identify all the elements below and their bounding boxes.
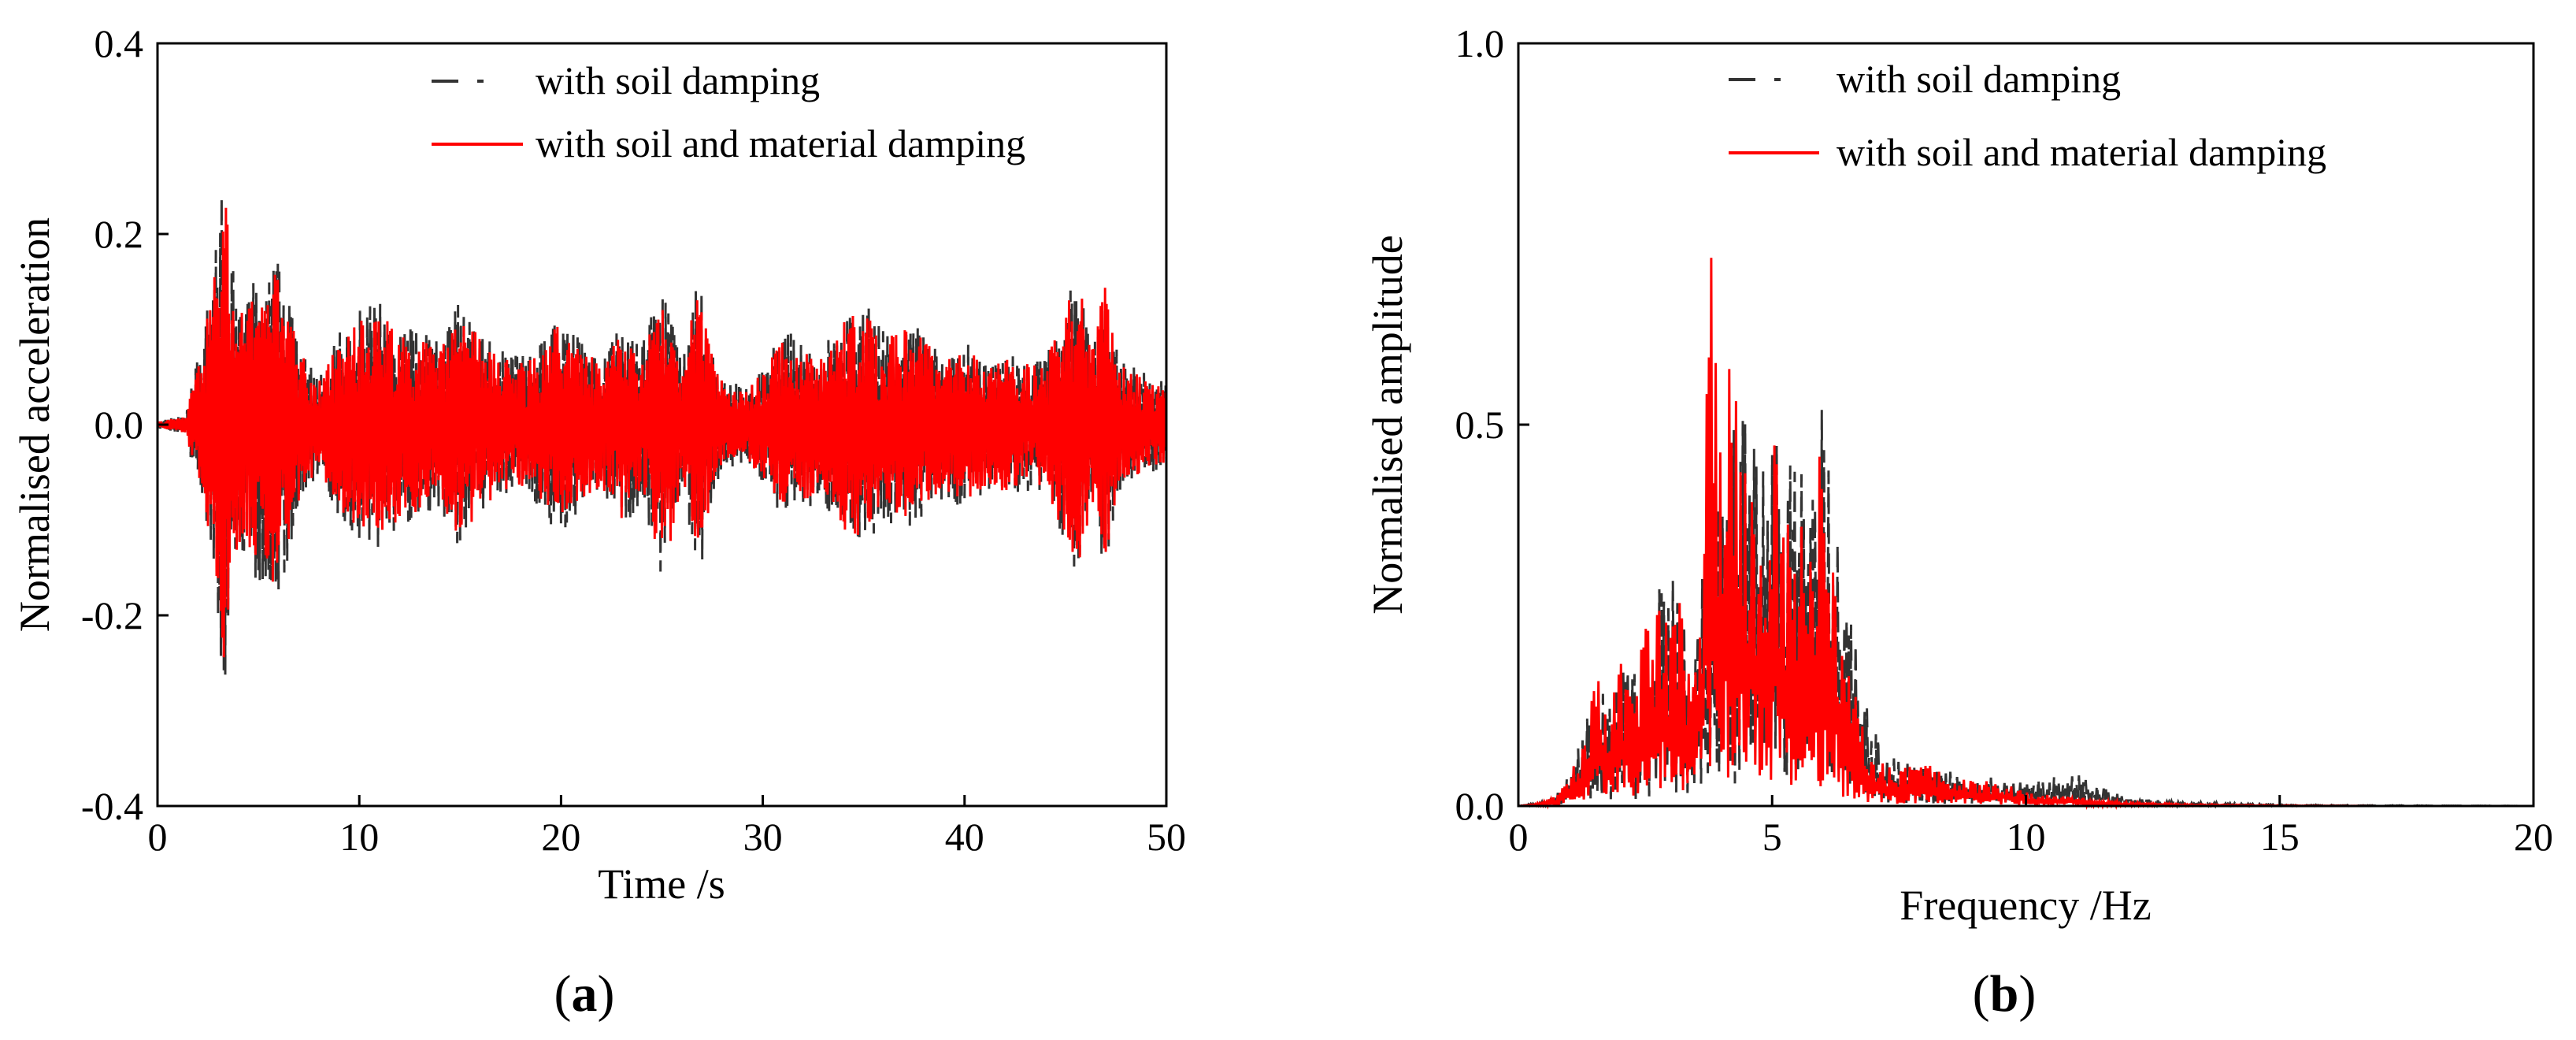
panel-b-x-axis-title: Frequency /Hz <box>1900 882 2151 929</box>
panel-a-series-soil-material-damping <box>156 207 1168 658</box>
x-tick-label: 30 <box>743 815 783 859</box>
y-tick-label: 0.0 <box>95 403 144 447</box>
x-tick-label: 40 <box>945 815 984 859</box>
panel-a-y-ticks: -0.4 -0.2 0.0 0.2 0.4 <box>81 21 169 828</box>
panel-b-legend-label-soil-damping: with soil damping <box>1837 57 2121 101</box>
panel-b-x-ticks: 0 5 10 15 20 <box>1509 795 2553 859</box>
y-tick-label: -0.4 <box>81 784 143 828</box>
panel-a-caption: (a) <box>554 965 615 1023</box>
panel-b-y-ticks: 0.0 0.5 1.0 <box>1455 21 1529 828</box>
y-tick-label: 0.0 <box>1455 784 1505 828</box>
panel-a-legend-item-soil-damping: with soil damping <box>432 58 820 102</box>
panel-a-legend-label-soil-material-damping: with soil and material damping <box>536 121 1025 165</box>
panel-b-caption-letter: b <box>1990 965 2019 1023</box>
x-tick-label: 5 <box>1762 815 1782 859</box>
y-tick-label: 1.0 <box>1455 21 1505 65</box>
x-tick-label: 20 <box>541 815 580 859</box>
panel-a-legend: with soil damping with soil and material… <box>432 58 1025 165</box>
panel-a-caption-letter: a <box>572 965 598 1023</box>
y-tick-label: -0.2 <box>81 593 143 637</box>
panel-a-x-axis-title: Time /s <box>598 860 725 908</box>
panel-b-series-soil-material-damping <box>1518 258 2533 811</box>
y-tick-label: 0.4 <box>95 21 144 65</box>
x-tick-label: 50 <box>1147 815 1186 859</box>
panel-a-traces <box>156 197 1168 675</box>
y-tick-label: 0.2 <box>95 212 144 256</box>
x-tick-label: 10 <box>2007 815 2046 859</box>
x-tick-label: 10 <box>339 815 379 859</box>
panel-b-legend-item-soil-damping: with soil damping <box>1729 57 2121 101</box>
panel-a-x-ticks: 0 10 20 30 40 50 <box>148 795 1186 859</box>
panel-b-traces <box>1518 258 2533 811</box>
x-tick-label: 15 <box>2260 815 2300 859</box>
y-tick-label: 0.5 <box>1455 403 1505 447</box>
panel-b-legend-item-soil-material-damping: with soil and material damping <box>1729 130 2326 174</box>
panel-a-legend-item-soil-material-damping: with soil and material damping <box>432 121 1025 165</box>
panel-b-caption: (b) <box>1973 965 2037 1023</box>
x-tick-label: 0 <box>1509 815 1529 859</box>
panel-b-y-axis-title: Normalised amplitude <box>1364 235 1411 614</box>
panel-b-legend-label-soil-material-damping: with soil and material damping <box>1837 130 2326 174</box>
panel-b-legend: with soil damping with soil and material… <box>1729 57 2326 174</box>
x-tick-label: 20 <box>2514 815 2553 859</box>
panel-a-legend-label-soil-damping: with soil damping <box>536 58 820 102</box>
panel-b: 0 5 10 15 20 0.0 0.5 1.0 Frequency /Hz Normali… <box>1364 21 2553 1023</box>
x-tick-label: 0 <box>148 815 168 859</box>
panel-a: 0 10 20 30 40 50 -0.4 -0.2 0.0 0.2 0.4 Time /s No… <box>11 21 1186 1023</box>
panel-a-y-axis-title: Normalised acceleration <box>11 217 58 632</box>
